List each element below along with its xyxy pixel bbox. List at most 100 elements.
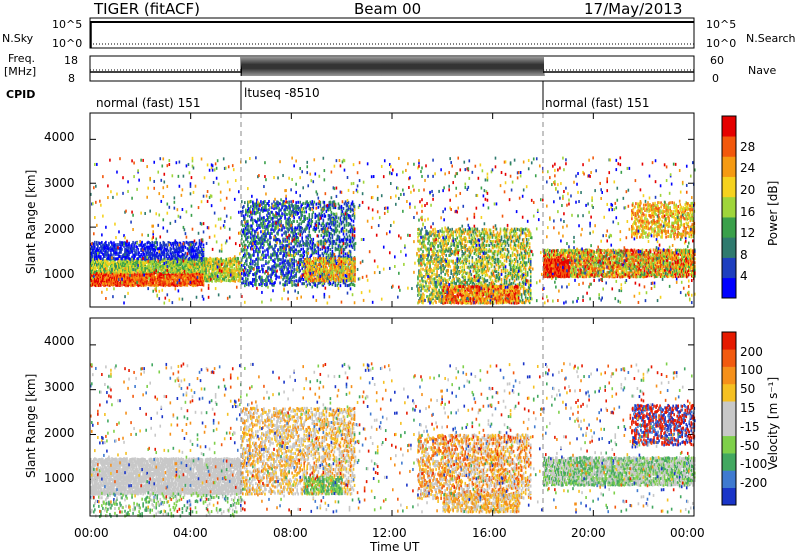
power-panel-cell — [123, 259, 125, 263]
power-panel-cell — [222, 275, 224, 279]
power-panel-cell — [354, 275, 356, 279]
power-panel-cell — [301, 226, 303, 230]
power-panel-cell — [215, 261, 217, 265]
power-panel-cell — [155, 251, 158, 255]
power-panel-cell — [213, 259, 215, 263]
power-panel-cell — [193, 275, 196, 279]
nsky-frame — [89, 17, 695, 49]
power-panel-cell — [116, 261, 118, 265]
power-panel-cell — [177, 266, 180, 270]
power-panel-cell — [147, 283, 149, 287]
power-panel-cell — [127, 276, 129, 280]
power-panel-cell — [155, 265, 158, 269]
power-panel-cell — [195, 280, 198, 284]
power-panel-cell — [181, 268, 184, 272]
power-panel-cell — [203, 274, 205, 278]
power-panel-cell — [205, 271, 207, 275]
power-panel-cell — [140, 247, 142, 251]
power-panel-cell — [261, 275, 263, 279]
power-panel-cell — [174, 279, 177, 283]
power-panel-cell — [162, 243, 165, 247]
freq-tick-top: 18 — [64, 54, 78, 67]
power-panel-cell — [196, 283, 199, 287]
power-panel-cell — [175, 278, 178, 282]
power-panel-cell — [267, 250, 269, 254]
power-panel-cell — [93, 264, 95, 268]
power-panel-cell — [96, 249, 98, 253]
power-panel-cell — [126, 281, 128, 285]
power-panel-cell — [172, 264, 175, 268]
power-panel-cell — [121, 255, 123, 259]
xtick-08: 08:00 — [273, 526, 308, 540]
power-panel-cell — [194, 260, 197, 264]
power-panel-cell — [153, 283, 156, 287]
power-panel-cell — [94, 270, 96, 274]
power-panel-cell — [162, 281, 165, 285]
power-panel-cell — [166, 281, 169, 285]
power-panel-cell — [91, 276, 93, 280]
power-panel-cell — [126, 264, 128, 268]
power-panel-cell — [146, 260, 148, 264]
power-panel-cell — [168, 264, 171, 268]
power-panel-cell — [141, 245, 143, 249]
power-panel-cell — [429, 285, 431, 289]
power-panel-cell — [189, 275, 192, 279]
power-panel-cell — [163, 245, 166, 249]
power-panel-cell — [156, 255, 159, 259]
power-panel-cell — [119, 271, 121, 275]
power-panel-cell — [124, 275, 126, 279]
power-panel-cell — [103, 253, 105, 257]
power-panel-cell — [198, 251, 201, 255]
power-panel-cell — [134, 283, 136, 287]
power-panel-cell — [121, 247, 123, 251]
power-panel-cell — [143, 252, 145, 256]
power-panel-cell — [166, 273, 169, 277]
power-panel-cell — [170, 277, 173, 281]
power-panel-cell — [108, 270, 110, 274]
power-panel-cell — [342, 206, 345, 210]
power-panel-cell — [327, 256, 329, 260]
power-panel-cell — [200, 279, 203, 283]
power-panel-cell — [90, 283, 92, 287]
power-panel-cell — [179, 260, 182, 264]
power-panel-cell — [188, 248, 191, 252]
power-panel-cell — [275, 244, 277, 248]
power-panel-cell — [117, 262, 119, 266]
power-panel-cell — [195, 273, 198, 277]
power-panel-cell — [130, 249, 132, 253]
power-panel-cell — [139, 243, 141, 247]
power-panel-cell — [242, 277, 244, 281]
power-panel-cell — [135, 270, 137, 274]
power-panel-cell — [156, 273, 159, 277]
power-panel-cell — [125, 247, 127, 251]
power-panel-cell — [93, 242, 95, 246]
power-panel-cell — [338, 222, 341, 226]
power-panel-cell — [112, 279, 114, 283]
power-panel-cell — [131, 262, 133, 266]
power-panel-cell — [220, 265, 222, 269]
power-panel-cell — [187, 280, 190, 284]
power-panel-cell — [437, 263, 439, 267]
power-panel-cell — [196, 258, 199, 262]
power-panel-cell — [90, 275, 92, 279]
power-panel-cell — [99, 242, 101, 246]
power-panel-cell — [92, 280, 94, 284]
power-panel-cell — [290, 242, 292, 246]
power-panel-cell — [139, 281, 141, 285]
power-panel-cell — [185, 240, 188, 244]
power-panel-cell — [133, 264, 135, 268]
power-panel-cell — [420, 267, 422, 271]
power-panel-cell — [191, 279, 194, 283]
power-panel-cell — [308, 215, 311, 219]
power-panel-cell — [202, 279, 205, 283]
power-panel-cell — [131, 279, 133, 283]
power-panel-cell — [133, 279, 135, 283]
power-panel-cell — [217, 269, 219, 273]
power-panel-cell — [231, 270, 234, 274]
power-panel-cell — [103, 264, 105, 268]
power-panel-cell — [109, 268, 111, 272]
power-panel-cell — [110, 248, 112, 252]
power-panel-cell — [213, 275, 215, 279]
power-panel-cell — [106, 262, 108, 266]
power-panel-cell — [186, 277, 189, 281]
